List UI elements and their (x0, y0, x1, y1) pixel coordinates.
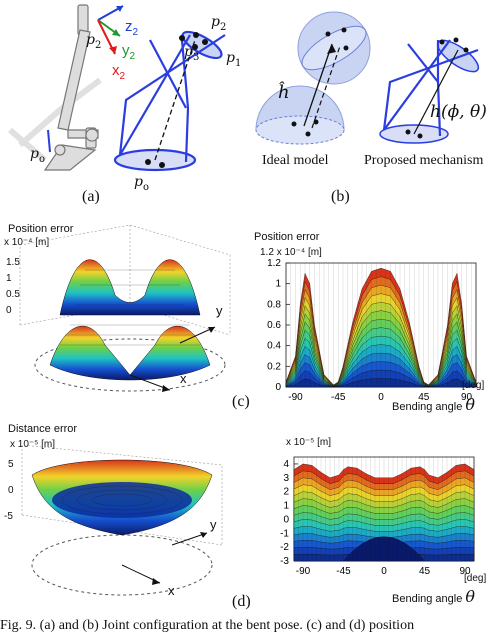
c-right-scale: 1.2 x 10⁻⁴ [m] (260, 247, 322, 258)
c-left-surface-plot (19, 224, 231, 392)
panel-d: Distance error x 10⁻⁵ [m] 5 0 -5 y x x 1… (0, 415, 500, 615)
ideal-model-diagram (255, 11, 371, 145)
d-left-ztick-5: 5 (8, 459, 14, 470)
y-tick-label: 0 (275, 382, 281, 393)
y-tick-label: 0 (283, 514, 289, 525)
x-tick-label: 0 (378, 392, 384, 403)
point-label-po: po (134, 174, 149, 193)
ideal-model-label: Ideal model (262, 153, 329, 168)
panel-a: p2 z2 y2 x2 po p2 p3 p1 po (a) (0, 0, 250, 215)
y-tick-label: 1 (283, 501, 289, 512)
d-right-unit: [deg] (464, 573, 487, 584)
surface-back (59, 259, 201, 316)
y-tick-label: 0.2 (267, 361, 281, 372)
frame-label-y: y2 (122, 42, 136, 62)
frame-label-p2: p2 (86, 32, 102, 51)
x-tick-label: -45 (331, 392, 346, 403)
panel-b-label: (b) (331, 188, 350, 205)
x-tick-label: 90 (461, 392, 473, 403)
y-tick-label: 0.4 (267, 341, 281, 352)
panel-b: ĥ Ideal model h(ϕ, θ) Proposed mechanism… (250, 0, 500, 215)
x-tick-label: 0 (381, 566, 387, 577)
y-tick-label: 0.6 (267, 320, 281, 331)
c-right-unit: [deg] (462, 380, 485, 391)
figure-caption: Fig. 9. (a) and (b) Joint configuration … (0, 618, 415, 633)
c-left-scale: x 10⁻⁴ [m] (4, 237, 50, 248)
area-band (285, 378, 477, 388)
d-left-scale: x 10⁻⁵ [m] (10, 439, 55, 450)
x-tick-label: -90 (288, 392, 303, 403)
y-tick-label: 0.8 (267, 299, 281, 310)
proposed-mechanism-diagram (379, 37, 480, 144)
x-tick-label: 45 (419, 566, 431, 577)
c-left-axis-x: x (180, 371, 187, 386)
d-right-scale: x 10⁻⁵ [m] (286, 437, 331, 448)
c-left-axis-y: y (216, 303, 223, 318)
d-right-area-chart: -3 -2 -1 0 1 2 3 4 -90 -45 0 45 90 (280, 456, 475, 577)
h-hat-label: ĥ (278, 82, 290, 103)
center-mound (343, 536, 425, 562)
proposed-mechanism-label: Proposed mechanism (364, 153, 484, 168)
y-tick-label: -2 (280, 542, 289, 553)
frame-label-x: x2 (112, 62, 126, 82)
frame-label-z: z2 (125, 18, 139, 38)
y-tick-label: 2 (283, 487, 289, 498)
panel-c-label: (c) (232, 393, 250, 410)
y-tick-label: 4 (283, 459, 289, 470)
panel-d-label: (d) (232, 593, 251, 610)
y-tick-label: 1 (275, 279, 281, 290)
y-tick-label: -1 (280, 528, 289, 539)
d-left-surface-plot (21, 444, 223, 596)
x-tick-label: -45 (336, 566, 351, 577)
point-label-p1: p1 (226, 50, 242, 69)
d-left-axis-y: y (210, 517, 217, 532)
x-tick-label: 90 (459, 566, 471, 577)
point-label-p2: p2 (211, 14, 227, 33)
y-tick-label: 3 (283, 473, 289, 484)
d-left-ztick-0: 0 (8, 485, 14, 496)
robot-arm-illustration (8, 4, 226, 172)
panel-a-label: (a) (82, 188, 100, 205)
bowl-inner (52, 482, 192, 518)
d-left-ztick-neg5: -5 (4, 511, 13, 522)
d-left-title: Distance error (8, 423, 78, 435)
x-tick-label: -90 (296, 566, 311, 577)
c-left-zticks: 1.5 1 0.5 0 (6, 257, 20, 316)
surface-front (49, 326, 211, 381)
c-right-title: Position error (254, 231, 320, 243)
frame-label-po: po (30, 146, 45, 165)
d-right-xlabel: Bending angle θ (392, 587, 476, 606)
y-tick-label: 1.2 (267, 258, 281, 269)
c-left-title: Position error (8, 223, 74, 235)
point-label-p3: p3 (184, 44, 200, 63)
x-tick-label: 45 (418, 392, 430, 403)
c-right-xlabel: Bending angle θ (392, 395, 476, 414)
y-tick-label: -3 (280, 556, 289, 567)
d-left-axis-x: x (168, 583, 175, 598)
panel-c: Position error x 10⁻⁴ [m] 1.5 1 0.5 0 (0, 215, 500, 415)
h-function-label: h(ϕ, θ) (430, 102, 487, 122)
c-right-area-chart: 0 0.2 0.4 0.6 0.8 1 1.2 -90 -45 0 45 90 (267, 258, 477, 403)
